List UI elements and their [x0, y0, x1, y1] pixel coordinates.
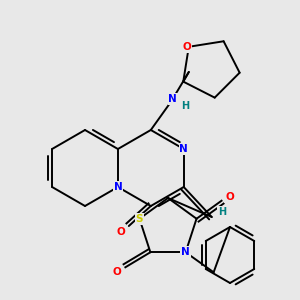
Text: N: N [181, 247, 190, 257]
Text: H: H [181, 101, 189, 111]
Text: N: N [168, 94, 177, 104]
Text: O: O [113, 267, 122, 277]
Text: H: H [218, 207, 226, 217]
Text: N: N [179, 144, 188, 154]
Text: S: S [136, 214, 143, 224]
Text: N: N [113, 182, 122, 192]
Text: O: O [225, 192, 234, 202]
Text: O: O [182, 42, 191, 52]
Text: O: O [116, 227, 125, 237]
